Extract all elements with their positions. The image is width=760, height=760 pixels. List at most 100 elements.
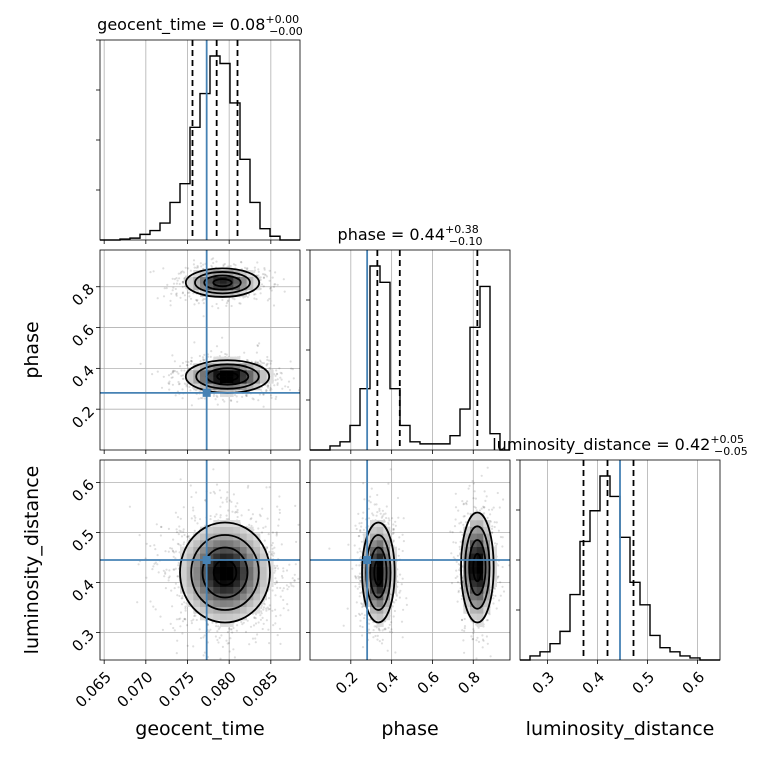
sample-point	[201, 299, 204, 302]
density-cell	[470, 520, 477, 527]
density-cell	[220, 553, 227, 561]
sample-point	[360, 521, 363, 525]
density-cell	[200, 546, 207, 554]
density-cell	[220, 566, 227, 574]
sample-point	[154, 561, 157, 564]
sample-point	[254, 622, 258, 625]
panel-frame	[309, 249, 511, 451]
sample-point	[268, 279, 271, 282]
sample-point	[156, 554, 159, 557]
x-tick-label: 0.085	[238, 668, 281, 711]
sample-point	[292, 377, 295, 380]
sample-point	[217, 628, 220, 631]
sample-point	[354, 575, 357, 578]
sample-point	[164, 572, 167, 575]
sample-point	[361, 603, 364, 606]
sample-point	[377, 628, 380, 631]
density-cell	[483, 573, 491, 581]
density-cell	[206, 370, 214, 377]
sample-point	[253, 266, 256, 269]
sample-point	[231, 510, 234, 513]
sample-point	[259, 515, 262, 518]
sample-point	[202, 654, 205, 657]
density-cell	[186, 283, 194, 291]
density-cell	[383, 546, 391, 554]
sample-point	[156, 297, 159, 300]
sample-point	[270, 286, 273, 289]
sample-point	[392, 528, 395, 531]
density-cell	[253, 276, 261, 284]
density-cell	[476, 593, 484, 601]
sample-point	[210, 350, 213, 353]
sample-point	[213, 492, 216, 495]
sample-point	[280, 372, 283, 375]
sample-point	[459, 530, 462, 533]
sample-point	[231, 631, 234, 634]
sample-point	[168, 569, 171, 572]
density-cell	[186, 573, 194, 581]
density-cell	[186, 540, 194, 547]
sample-point	[262, 276, 266, 279]
sample-point	[180, 597, 183, 600]
sample-point	[474, 506, 477, 509]
sample-point	[361, 625, 364, 629]
sample-point	[243, 266, 247, 269]
density-cell	[220, 560, 227, 567]
sample-point	[170, 292, 173, 295]
sample-point	[164, 571, 167, 574]
contour-line	[184, 267, 261, 298]
sample-point	[280, 543, 283, 546]
sample-point	[257, 268, 260, 271]
sample-point	[376, 493, 379, 497]
sample-point	[236, 515, 239, 519]
density-cell	[476, 546, 484, 554]
density-cell	[253, 593, 261, 601]
density-cell	[370, 580, 377, 587]
sample-point	[273, 564, 276, 567]
sample-point	[393, 601, 396, 604]
sample-point	[194, 516, 197, 519]
sample-point	[353, 544, 356, 547]
sample-point	[486, 642, 489, 645]
sample-point	[392, 532, 395, 535]
sample-point	[240, 261, 243, 264]
sample-point	[268, 607, 271, 611]
sample-point	[184, 607, 187, 610]
density-cell	[220, 270, 227, 277]
sample-point	[378, 640, 381, 643]
density-cell	[213, 613, 221, 621]
sample-point	[285, 569, 289, 572]
sample-point	[225, 518, 228, 521]
sample-point	[204, 499, 207, 502]
density-cell	[193, 533, 201, 541]
sample-point	[202, 297, 205, 301]
density-cell	[180, 560, 187, 567]
sample-point	[176, 639, 179, 642]
sample-point	[167, 374, 171, 377]
sample-point	[291, 577, 294, 580]
sample-point	[260, 604, 263, 607]
sample-point	[230, 500, 233, 503]
sample-point	[159, 615, 162, 618]
sample-point	[228, 650, 231, 653]
sample-point	[267, 384, 270, 388]
sample-point	[173, 629, 176, 632]
sample-point	[486, 466, 489, 469]
sample-point	[499, 581, 502, 584]
sample-point	[486, 516, 489, 520]
sample-point	[226, 642, 229, 645]
sample-point	[457, 589, 460, 592]
density-cell	[233, 593, 241, 601]
sample-point	[187, 291, 190, 294]
sample-point	[178, 525, 181, 528]
sample-point	[169, 547, 172, 550]
sample-point	[355, 577, 358, 580]
density-cell	[233, 363, 241, 371]
sample-point	[175, 277, 178, 280]
sample-point	[271, 276, 274, 279]
sample-point	[401, 577, 404, 580]
sample-point	[258, 513, 261, 516]
sample-point	[245, 394, 248, 398]
sample-point	[215, 513, 218, 516]
sample-point	[467, 487, 470, 490]
